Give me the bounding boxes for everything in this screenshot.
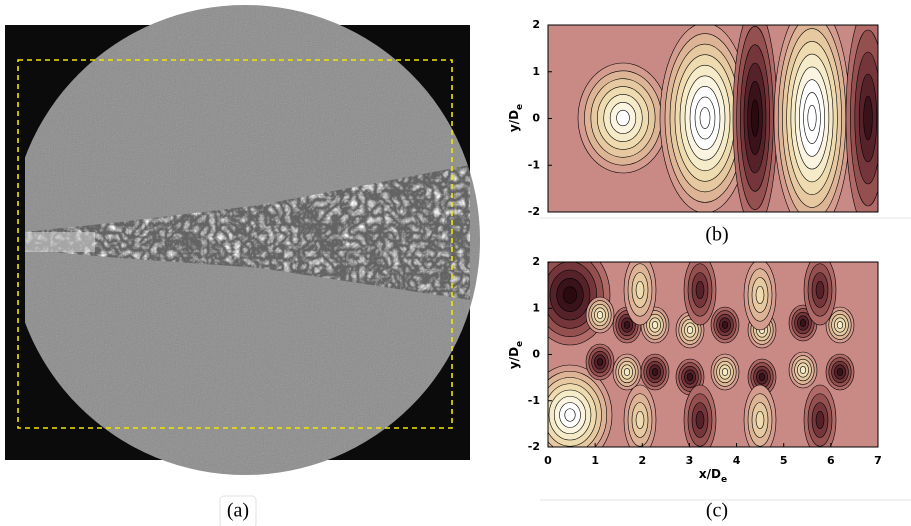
y-axis-label-main: y/D xyxy=(507,347,521,369)
contour-ring xyxy=(596,358,604,366)
contour-ring xyxy=(695,280,705,300)
x-axis-label: x/De xyxy=(699,467,727,485)
contour-ring xyxy=(799,366,807,374)
y-axis-label: y/De xyxy=(507,104,525,132)
contour-ring xyxy=(616,109,630,127)
contour-ring xyxy=(751,99,759,137)
contour-ring xyxy=(758,373,766,381)
y-axis-label: y/De xyxy=(507,341,525,369)
y-tick-label: -2 xyxy=(528,205,540,218)
label-frame xyxy=(219,495,257,526)
contour-ring xyxy=(686,326,694,334)
x-axis-label-sub: e xyxy=(721,475,727,485)
contour-ring xyxy=(564,408,576,422)
contour-ring xyxy=(755,285,765,305)
contour-ring xyxy=(563,286,577,304)
y-tick-label: -2 xyxy=(528,440,540,453)
contour-plot xyxy=(548,25,878,212)
contour-ring xyxy=(699,107,711,129)
x-tick-label: 0 xyxy=(544,454,552,467)
y-tick-label: 2 xyxy=(532,18,540,31)
x-tick-label: 7 xyxy=(874,454,882,467)
contour-ring xyxy=(815,410,825,430)
region-box xyxy=(17,59,453,429)
contour-ring xyxy=(836,368,844,376)
nozzle-edge xyxy=(5,25,25,460)
x-tick-label: 5 xyxy=(780,454,788,467)
y-tick-label: 1 xyxy=(532,301,540,314)
image-field xyxy=(10,5,480,475)
jet-structure xyxy=(25,165,470,300)
shock-cells xyxy=(25,232,95,252)
contour-ring xyxy=(623,321,631,329)
contour-ring xyxy=(807,104,817,132)
contour-ring xyxy=(651,368,659,376)
contour-ring xyxy=(836,321,844,329)
contour-plot xyxy=(548,262,878,447)
contour-ring xyxy=(721,368,729,376)
schlieren-image xyxy=(5,5,480,475)
y-tick-label: 0 xyxy=(532,348,540,361)
y-tick-label: -1 xyxy=(528,394,540,407)
x-tick-label: 2 xyxy=(638,454,646,467)
contour-ring xyxy=(721,321,729,329)
x-axis-label-main: x/D xyxy=(699,467,721,481)
y-axis-label-sub: e xyxy=(515,104,525,110)
contour-ring xyxy=(815,280,825,300)
contour-ring xyxy=(623,368,631,376)
y-tick-label: -1 xyxy=(528,158,540,171)
panel-label: (a) xyxy=(227,500,249,522)
y-tick-label: 1 xyxy=(532,65,540,78)
contour-ring xyxy=(635,410,645,430)
contour-ring xyxy=(686,373,694,381)
x-tick-label: 4 xyxy=(733,454,741,467)
contour-ring xyxy=(651,321,659,329)
contour-ring xyxy=(695,410,705,430)
panel-label: (b) xyxy=(705,224,728,246)
contour-ring xyxy=(596,311,604,319)
x-tick-label: 3 xyxy=(686,454,694,467)
x-tick-label: 6 xyxy=(827,454,835,467)
x-tick-label: 1 xyxy=(591,454,599,467)
y-axis-label-sub: e xyxy=(515,341,525,347)
y-tick-label: 2 xyxy=(532,255,540,268)
panel-label: (c) xyxy=(706,500,728,522)
y-axis-label-main: y/D xyxy=(507,110,521,132)
contour-ring xyxy=(863,95,873,141)
contour-ring xyxy=(755,410,765,430)
contour-ring xyxy=(799,319,807,327)
contour-ring xyxy=(635,280,645,300)
y-tick-label: 0 xyxy=(532,112,540,125)
